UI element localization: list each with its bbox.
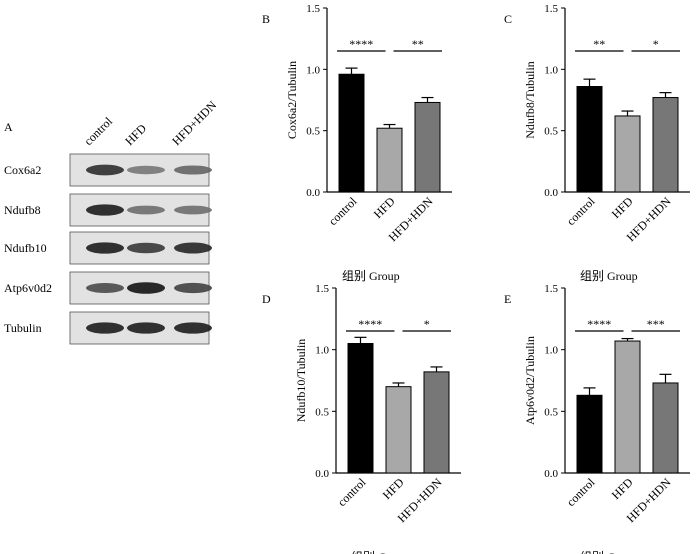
blot-row: Ndufb10 <box>4 231 212 265</box>
panel-letter: E <box>504 292 511 306</box>
blot-lane-labels: control HFD HFD+HDN <box>81 98 219 148</box>
x-tick-label: HFD <box>609 194 636 221</box>
blot-band <box>127 205 165 215</box>
x-axis-label: 组别 Group <box>342 269 400 283</box>
x-tick-label: control <box>564 194 598 228</box>
significance-label: ** <box>412 37 424 51</box>
blot-row-label: Ndufb8 <box>4 203 41 217</box>
bar <box>614 340 641 474</box>
y-tick-label: 0.5 <box>544 406 558 418</box>
blot-lane-label: control <box>81 114 115 148</box>
y-tick-label: 0.5 <box>306 126 320 138</box>
panel-letter: C <box>504 12 512 26</box>
bar <box>423 371 450 474</box>
bar <box>652 382 679 474</box>
blot-band <box>127 165 165 175</box>
blot-band <box>174 242 212 254</box>
x-axis-label: 组别 Group <box>580 550 638 554</box>
y-tick-label: 1.0 <box>544 345 558 357</box>
significance-label: *** <box>647 317 665 331</box>
y-tick-label: 0.5 <box>315 406 329 418</box>
blot-band <box>86 204 124 216</box>
blot-band <box>86 322 124 334</box>
blot-lane-label: HFD+HDN <box>169 98 219 148</box>
bar <box>576 86 603 193</box>
blot-band <box>127 242 165 254</box>
bar <box>385 386 412 474</box>
significance-label: **** <box>349 37 373 51</box>
blot-row-label: Atp6v0d2 <box>4 281 52 295</box>
y-tick-label: 1.5 <box>544 283 558 295</box>
y-tick-label: 1.5 <box>544 3 558 15</box>
x-tick-label: control <box>335 475 369 509</box>
bar <box>576 394 603 474</box>
bar <box>376 127 403 193</box>
y-axis-label: Atp6v0d2/Tubulin <box>523 336 537 425</box>
blot-band <box>127 322 165 334</box>
significance-label: * <box>653 37 659 51</box>
blot-band <box>174 322 212 334</box>
y-axis-label: Cox6a2/Tubulin <box>285 61 299 139</box>
blot-band <box>86 164 124 176</box>
blot-row-label: Ndufb10 <box>4 241 47 255</box>
blot-lane-label: HFD <box>122 121 149 148</box>
blot-row: Cox6a2 <box>4 153 212 187</box>
x-axis-label: 组别 Group <box>351 550 409 554</box>
bar <box>338 73 365 193</box>
blot-row: Tubulin <box>4 311 212 345</box>
significance-label: * <box>424 317 430 331</box>
bar <box>614 115 641 193</box>
y-tick-label: 0.0 <box>544 468 558 480</box>
significance-label: **** <box>587 317 611 331</box>
significance-label: **** <box>358 317 382 331</box>
y-tick-label: 0.0 <box>306 187 320 199</box>
panel-letter-a: A <box>4 120 13 134</box>
blot-band <box>174 205 212 215</box>
x-tick-label: control <box>564 475 598 509</box>
blot-row: Atp6v0d2 <box>4 271 212 305</box>
y-axis-label: Ndufb8/Tubulin <box>523 61 537 139</box>
x-axis-label: 组别 Group <box>580 269 638 283</box>
blot-row-label: Cox6a2 <box>4 163 41 177</box>
panel-letter: D <box>262 292 271 306</box>
bar <box>652 97 679 193</box>
significance-label: ** <box>593 37 605 51</box>
y-tick-label: 1.0 <box>315 345 329 357</box>
western-blot-panel: A control HFD HFD+HDN Cox6a2 Ndufb8 Ndufb10 A… <box>4 98 220 345</box>
blot-row: Ndufb8 <box>4 193 212 227</box>
x-tick-label: control <box>326 194 360 228</box>
y-tick-label: 1.5 <box>306 3 320 15</box>
y-tick-label: 0.5 <box>544 126 558 138</box>
blot-band <box>86 283 124 293</box>
blot-band <box>174 282 212 294</box>
blot-band <box>86 242 124 254</box>
bar <box>414 101 441 193</box>
blot-rows: Cox6a2 Ndufb8 Ndufb10 Atp6v0d2 Tubulin <box>4 153 212 345</box>
x-tick-label: HFD <box>371 194 398 221</box>
y-tick-label: 1.0 <box>306 64 320 76</box>
y-axis-label: Ndufb10/Tubulin <box>294 339 308 423</box>
blot-band <box>174 165 212 175</box>
bar <box>347 343 374 474</box>
y-tick-label: 1.5 <box>315 283 329 295</box>
x-tick-label: HFD <box>609 475 636 502</box>
x-tick-label: HFD <box>380 475 407 502</box>
y-tick-label: 0.0 <box>544 187 558 199</box>
y-tick-label: 1.0 <box>544 64 558 76</box>
blot-row-label: Tubulin <box>4 321 42 335</box>
panel-letter: B <box>262 12 270 26</box>
y-tick-label: 0.0 <box>315 468 329 480</box>
blot-band <box>127 282 165 294</box>
